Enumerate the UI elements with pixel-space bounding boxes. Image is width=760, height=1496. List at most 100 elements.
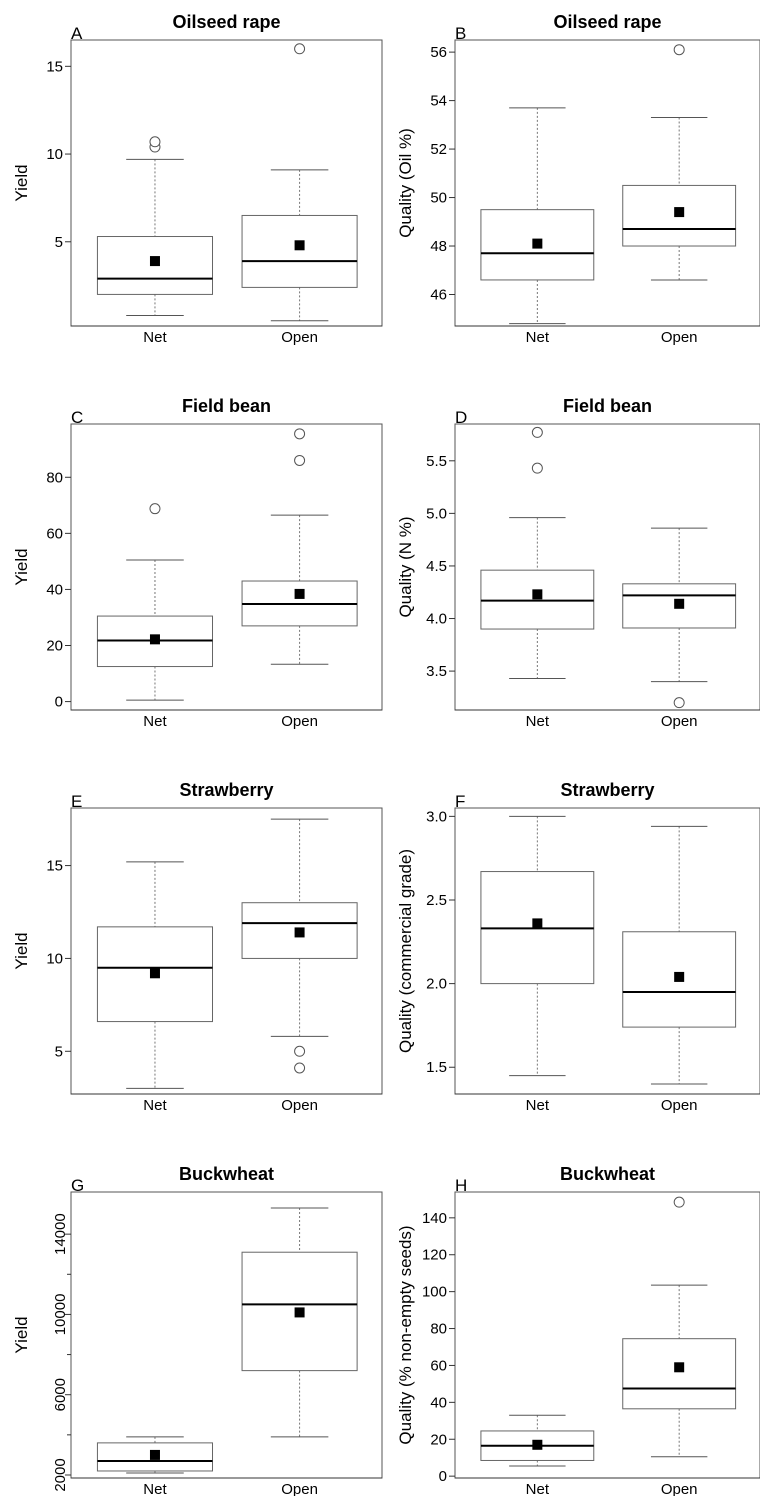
mean-marker <box>149 968 160 979</box>
box-net <box>480 815 595 1077</box>
x-tick-label-open: Open <box>281 713 318 730</box>
x-tick-label-open: Open <box>281 1481 318 1496</box>
mean-marker <box>674 207 685 218</box>
outlier-point <box>673 1196 685 1208</box>
y-tick-label: 10000 <box>52 1294 69 1336</box>
y-tick-label: 2.5 <box>426 892 447 909</box>
x-tick-label-net: Net <box>526 329 550 346</box>
box-open <box>241 428 358 665</box>
panel-d: Field bean D Quality (N %) 3.5 4.0 4.5 5.0 5.5 N… <box>396 396 760 730</box>
panel-letter: F <box>455 792 465 811</box>
mean-marker <box>294 927 305 938</box>
plot-frame <box>454 39 760 327</box>
mean-marker <box>532 238 543 249</box>
box-net <box>96 861 214 1089</box>
box-net <box>480 426 595 679</box>
panel-letter: A <box>71 24 83 43</box>
box-net <box>96 503 214 701</box>
y-axis-label: Quality (N %) <box>396 516 415 617</box>
y-tick-label: 56 <box>430 44 447 61</box>
panel-title: Strawberry <box>560 780 654 800</box>
y-tick-label: 6000 <box>52 1378 69 1411</box>
y-axis-label: Quality (commercial grade) <box>396 849 415 1053</box>
panel-letter: D <box>455 408 467 427</box>
mean-marker <box>149 634 160 645</box>
x-tick-label-open: Open <box>661 713 698 730</box>
plot-frame <box>70 423 383 711</box>
outlier-point <box>531 462 543 474</box>
y-tick-label: 1.5 <box>426 1059 447 1076</box>
panel-title: Field bean <box>563 396 652 416</box>
panel-c: Field bean C Yield 0 20 40 60 80 Net Open <box>12 396 383 730</box>
plot-frame <box>454 423 760 711</box>
y-tick-label: 80 <box>46 469 63 486</box>
y-axis-label: Yield <box>12 1316 31 1353</box>
y-axis-label: Quality (% non-empty seeds) <box>396 1225 415 1444</box>
box-open <box>622 825 737 1085</box>
panel-letter: C <box>71 408 83 427</box>
y-tick-label: 15 <box>46 58 63 75</box>
box-net <box>480 107 595 325</box>
outlier-point <box>149 136 161 148</box>
mean-marker <box>149 256 160 267</box>
outlier-point <box>673 697 685 709</box>
outlier-point <box>294 454 306 466</box>
y-tick-label: 14000 <box>52 1213 69 1255</box>
y-tick-label: 50 <box>430 190 447 207</box>
panel-letter: E <box>71 792 82 811</box>
y-tick-label: 60 <box>430 1357 447 1374</box>
x-tick-label-net: Net <box>526 1097 550 1114</box>
mean-marker <box>294 1307 305 1318</box>
outlier-point <box>294 43 306 55</box>
panel-title: Oilseed rape <box>172 12 280 32</box>
y-tick-label: 120 <box>422 1247 447 1264</box>
y-tick-label: 0 <box>439 1468 447 1485</box>
panel-title: Strawberry <box>179 780 273 800</box>
y-tick-label: 20 <box>46 638 63 655</box>
box-net <box>480 1414 595 1467</box>
mean-marker <box>532 1439 543 1450</box>
outlier-point <box>294 1062 306 1074</box>
x-tick-label-open: Open <box>661 1481 698 1496</box>
x-tick-label-net: Net <box>526 713 550 730</box>
panel-title: Field bean <box>182 396 271 416</box>
y-tick-label: 5 <box>55 1043 63 1060</box>
y-tick-label: 20 <box>430 1431 447 1448</box>
panel-title: Oilseed rape <box>553 12 661 32</box>
y-tick-label: 48 <box>430 238 447 255</box>
x-tick-label-open: Open <box>661 329 698 346</box>
panel-letter: H <box>455 1176 467 1195</box>
x-tick-label-net: Net <box>143 1481 167 1496</box>
panel-letter: G <box>71 1176 84 1195</box>
y-tick-label: 3.5 <box>426 663 447 680</box>
x-tick-label-open: Open <box>661 1097 698 1114</box>
mean-marker <box>674 598 685 609</box>
panel-e: Strawberry E Yield 5 10 15 Net Open <box>12 780 383 1114</box>
panel-h: Buckwheat H Quality (% non-empty seeds) 0 20… <box>396 1164 760 1496</box>
mean-marker <box>294 588 305 599</box>
y-tick-label: 52 <box>430 141 447 158</box>
iqr-box <box>622 1338 737 1410</box>
mean-marker <box>294 240 305 251</box>
box-open <box>622 527 737 709</box>
y-tick-label: 4.5 <box>426 558 447 575</box>
y-tick-label: 60 <box>46 525 63 542</box>
y-tick-label: 5.0 <box>426 505 447 522</box>
mean-marker <box>149 1449 160 1460</box>
y-axis-label: Yield <box>12 932 31 969</box>
x-tick-label-net: Net <box>143 1097 167 1114</box>
mean-marker <box>532 918 543 929</box>
y-axis-label: Yield <box>12 164 31 201</box>
iqr-box <box>241 214 358 288</box>
panel-g: Buckwheat G Yield 2000 6000 10000 14000 Net Open <box>12 1164 383 1496</box>
y-tick-label: 10 <box>46 950 63 967</box>
x-tick-label-net: Net <box>526 1481 550 1496</box>
y-tick-label: 3.0 <box>426 808 447 825</box>
y-tick-label: 10 <box>46 146 63 163</box>
outlier-point <box>673 44 685 56</box>
y-axis-label: Yield <box>12 548 31 585</box>
y-tick-label: 4.0 <box>426 611 447 628</box>
outlier-point <box>531 426 543 438</box>
panel-title: Buckwheat <box>560 1164 655 1184</box>
